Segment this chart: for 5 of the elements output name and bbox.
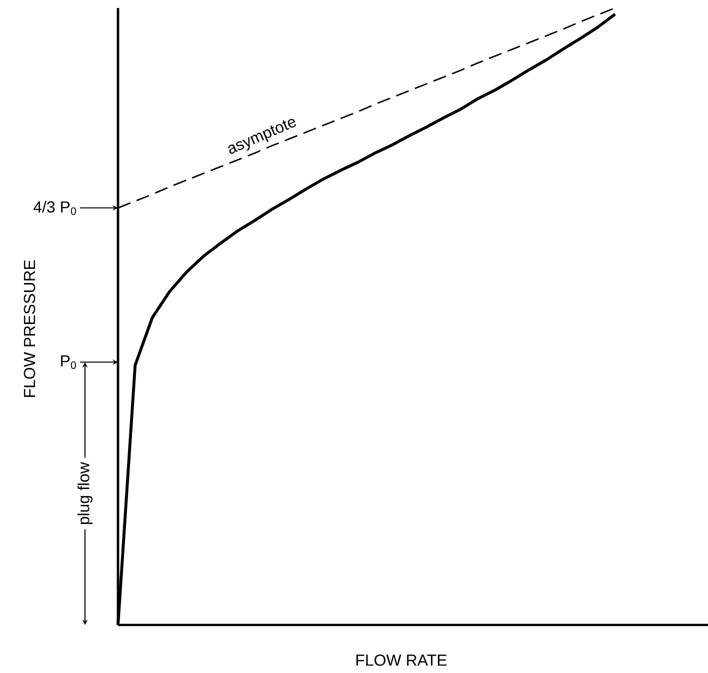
- y-axis-title: FLOW PRESSURE: [24, 260, 36, 397]
- x-axis-title: FLOW RATE: [356, 654, 447, 666]
- text: 4/3 P$_{0}$: [33, 200, 76, 215]
- text: plug flow: [78, 462, 92, 524]
- text: P$_{0}$: [61, 355, 76, 369]
